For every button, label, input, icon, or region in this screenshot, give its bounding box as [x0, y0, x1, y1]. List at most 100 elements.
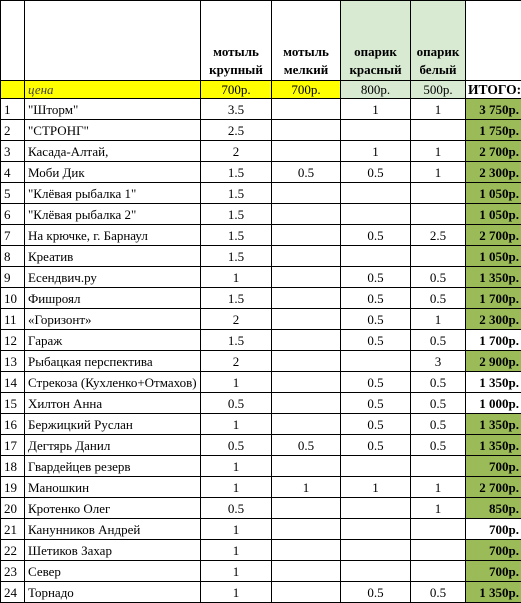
- row-total: 1 050р.: [466, 183, 521, 204]
- row-motyl-melky: 0.5: [272, 162, 341, 183]
- row-oparik-bely: 0.5: [411, 288, 466, 309]
- row-motyl-krupny: 1: [201, 456, 272, 477]
- row-number: 9: [1, 267, 25, 288]
- row-total: 1 750р.: [466, 120, 521, 141]
- row-total: 700р.: [466, 456, 521, 477]
- row-number: 24: [1, 582, 25, 603]
- row-oparik-bely: 0.5: [411, 582, 466, 603]
- row-motyl-krupny: 0.5: [201, 393, 272, 414]
- row-oparik-krasny: 0.5: [341, 414, 411, 435]
- row-number: 18: [1, 456, 25, 477]
- row-oparik-bely: 3: [411, 351, 466, 372]
- row-oparik-krasny: 0.5: [341, 225, 411, 246]
- row-motyl-krupny: 1.5: [201, 246, 272, 267]
- row-name: На крючке, г. Барнаул: [25, 225, 201, 246]
- row-number: 17: [1, 435, 25, 456]
- price-oparik-bely: 500р.: [411, 81, 466, 99]
- row-motyl-melky: [272, 498, 341, 519]
- row-name: Стрекоза (Кухленко+Отмахов): [25, 372, 201, 393]
- row-motyl-melky: [272, 225, 341, 246]
- row-oparik-krasny: [341, 456, 411, 477]
- header-row: мотыль крупный мотыль мелкий опарик крас…: [1, 1, 521, 81]
- row-motyl-krupny: 1.5: [201, 225, 272, 246]
- row-motyl-melky: [272, 372, 341, 393]
- header-number: [1, 1, 25, 81]
- row-oparik-bely: 0.5: [411, 414, 466, 435]
- row-total: 2 300р.: [466, 309, 521, 330]
- row-motyl-krupny: 0.5: [201, 435, 272, 456]
- row-number: 15: [1, 393, 25, 414]
- row-oparik-bely: 0.5: [411, 330, 466, 351]
- row-motyl-melky: [272, 351, 341, 372]
- row-oparik-krasny: [341, 120, 411, 141]
- row-number: 22: [1, 540, 25, 561]
- header-motyl-melky: мотыль мелкий: [272, 1, 341, 81]
- price-motyl-melky: 700р.: [272, 81, 341, 99]
- row-oparik-krasny: [341, 183, 411, 204]
- row-oparik-bely: 1: [411, 162, 466, 183]
- row-motyl-krupny: 3.5: [201, 99, 272, 120]
- row-motyl-melky: [272, 393, 341, 414]
- row-oparik-bely: [411, 246, 466, 267]
- row-number: 10: [1, 288, 25, 309]
- row-motyl-melky: [272, 519, 341, 540]
- row-motyl-melky: [272, 561, 341, 582]
- row-number: 6: [1, 204, 25, 225]
- row-motyl-krupny: 1.5: [201, 330, 272, 351]
- row-name: Торнадо: [25, 582, 201, 603]
- row-oparik-bely: 1: [411, 498, 466, 519]
- row-name: Маношкин: [25, 477, 201, 498]
- row-motyl-krupny: 1.5: [201, 288, 272, 309]
- row-motyl-melky: [272, 309, 341, 330]
- row-motyl-melky: [272, 414, 341, 435]
- row-motyl-krupny: 1: [201, 561, 272, 582]
- row-motyl-melky: [272, 141, 341, 162]
- row-name: Фишроял: [25, 288, 201, 309]
- row-total: 850р.: [466, 498, 521, 519]
- row-oparik-krasny: 0.5: [341, 372, 411, 393]
- row-oparik-krasny: [341, 540, 411, 561]
- row-motyl-krupny: 1: [201, 267, 272, 288]
- row-total: 1 050р.: [466, 246, 521, 267]
- row-name: Касада-Алтай,: [25, 141, 201, 162]
- row-number: 11: [1, 309, 25, 330]
- row-name: Гвардейцев резерв: [25, 456, 201, 477]
- row-motyl-melky: [272, 183, 341, 204]
- row-motyl-krupny: 1: [201, 582, 272, 603]
- row-motyl-krupny: 1: [201, 540, 272, 561]
- row-oparik-krasny: [341, 246, 411, 267]
- row-name: Моби Дик: [25, 162, 201, 183]
- price-label: цена: [25, 81, 201, 99]
- row-total: 1 350р.: [466, 267, 521, 288]
- row-motyl-krupny: 1: [201, 414, 272, 435]
- row-oparik-bely: [411, 540, 466, 561]
- price-number-cell: [1, 81, 25, 99]
- row-number: 3: [1, 141, 25, 162]
- row-number: 2: [1, 120, 25, 141]
- row-oparik-bely: 1: [411, 309, 466, 330]
- header-oparik-krasny: опарик красный: [341, 1, 411, 81]
- row-total: 1 350р.: [466, 435, 521, 456]
- row-motyl-krupny: 2: [201, 351, 272, 372]
- row-name: Хилтон Анна: [25, 393, 201, 414]
- row-motyl-melky: [272, 99, 341, 120]
- row-motyl-melky: [272, 204, 341, 225]
- row-oparik-bely: [411, 204, 466, 225]
- row-oparik-krasny: 0.5: [341, 582, 411, 603]
- row-oparik-bely: 1: [411, 477, 466, 498]
- header-total: [466, 1, 521, 81]
- row-name: "Шторм": [25, 99, 201, 120]
